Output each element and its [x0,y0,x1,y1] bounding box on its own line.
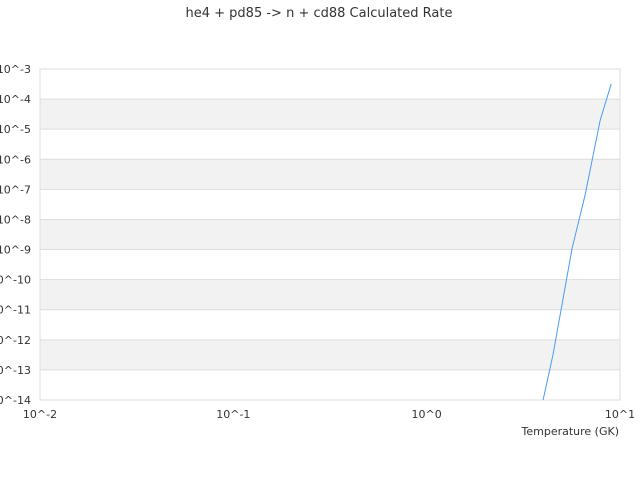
x-tick-label: 10^0 [412,408,442,421]
y-tick-label: 10^-11 [0,304,31,317]
y-tick-label: 10^-5 [0,123,31,136]
grid-band [40,159,620,190]
x-axis-label: Temperature (GK) [521,425,620,438]
y-tick-label: 10^-6 [0,153,31,166]
grid-band [40,279,620,310]
rate-series-line [542,83,612,400]
y-tick-label: 10^-10 [0,274,31,287]
y-tick-label: 10^-9 [0,244,31,257]
x-tick-label: 10^1 [605,408,635,421]
grid-band [40,339,620,370]
y-tick-label: 10^-14 [0,394,31,407]
y-tick-label: 10^-8 [0,213,31,226]
y-tick-label: 10^-13 [0,364,31,377]
x-tick-label: 10^-1 [216,408,250,421]
y-tick-label: 10^-4 [0,93,31,106]
y-tick-label: 10^-12 [0,334,31,347]
grid-band [40,99,620,130]
y-tick-label: 10^-7 [0,183,31,196]
y-tick-label: 10^-3 [0,63,31,76]
x-tick-label: 10^-2 [23,408,57,421]
grid-band [40,219,620,250]
plot-frame [39,68,621,401]
chart-title: he4 + pd85 -> n + cd88 Calculated Rate [186,6,453,21]
